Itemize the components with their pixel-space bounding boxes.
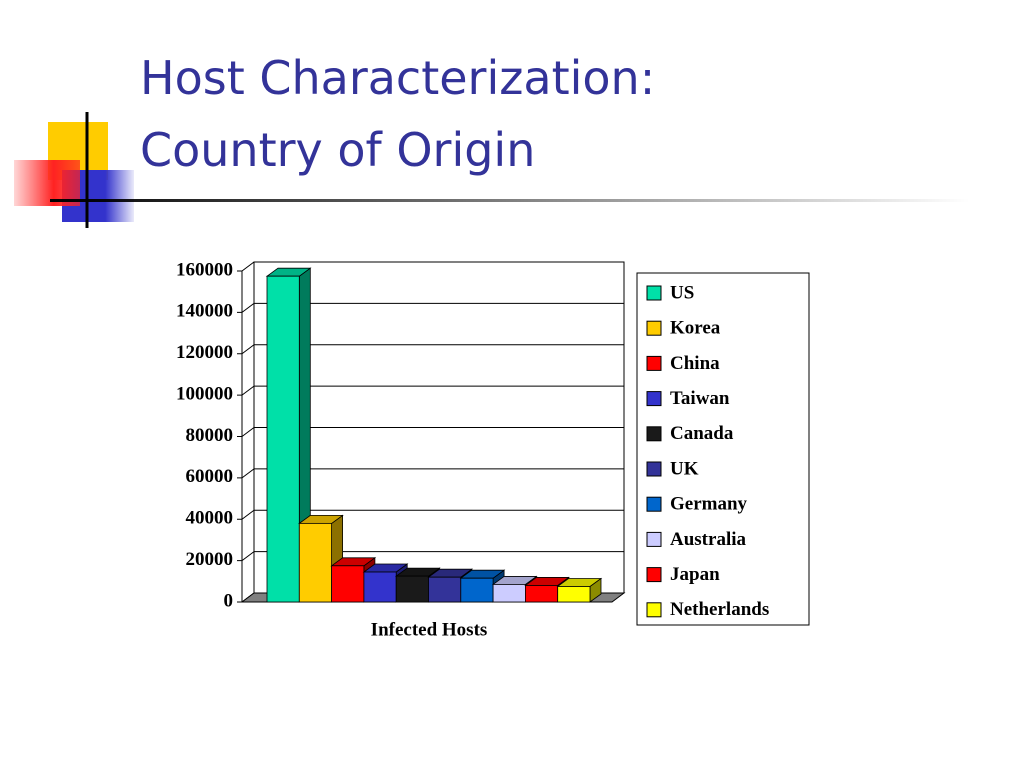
legend-swatch	[646, 602, 662, 618]
x-tick-label: Infected Hosts	[371, 619, 488, 640]
legend-label: Japan	[670, 564, 720, 585]
bar	[525, 585, 559, 603]
bar	[298, 522, 332, 603]
y-tick-label: 140000	[176, 301, 233, 322]
grid-line	[241, 261, 255, 272]
y-tick-label: 20000	[186, 549, 234, 570]
y-tick-label: 80000	[186, 425, 234, 446]
bar	[266, 275, 300, 603]
y-tick-label: 60000	[186, 466, 234, 487]
bar	[557, 586, 591, 603]
bar	[460, 577, 494, 603]
grid-line	[241, 427, 255, 437]
title-line: Country of Origin	[140, 123, 535, 177]
legend-swatch	[646, 496, 662, 512]
legend-label: Australia	[670, 529, 747, 550]
bar	[395, 575, 429, 603]
y-tick-label: 160000	[176, 259, 233, 280]
legend-swatch	[646, 426, 662, 442]
grid-line	[241, 551, 255, 562]
bar	[363, 571, 397, 603]
grid-line	[241, 468, 255, 479]
grid-line	[241, 509, 255, 520]
legend-label: UK	[670, 458, 699, 479]
y-tick-label: 100000	[176, 383, 233, 404]
decoration	[14, 112, 970, 228]
legend-swatch	[646, 285, 662, 301]
legend-swatch	[646, 567, 662, 583]
y-tick-label: 40000	[186, 508, 234, 529]
legend-label: Taiwan	[670, 388, 730, 409]
legend-swatch	[646, 391, 662, 407]
legend-label: Canada	[670, 423, 734, 444]
y-tick-label: 0	[224, 590, 234, 611]
title-line: Host Characterization:	[140, 51, 655, 105]
legend-label: Germany	[670, 494, 748, 515]
bar	[428, 576, 462, 603]
legend-label: China	[670, 353, 720, 374]
legend-label: Netherlands	[670, 599, 769, 620]
grid-line	[241, 302, 255, 313]
legend-label: Korea	[670, 318, 721, 339]
legend-swatch	[646, 355, 662, 371]
grid-line	[241, 344, 255, 355]
legend-swatch	[646, 531, 662, 547]
grid-line	[241, 385, 255, 396]
legend-box	[636, 272, 810, 626]
legend-swatch	[646, 461, 662, 477]
y-tick-label: 120000	[176, 342, 233, 363]
legend-swatch	[646, 320, 662, 336]
legend-label: US	[670, 282, 694, 303]
bar	[331, 565, 365, 603]
bar	[492, 584, 526, 603]
